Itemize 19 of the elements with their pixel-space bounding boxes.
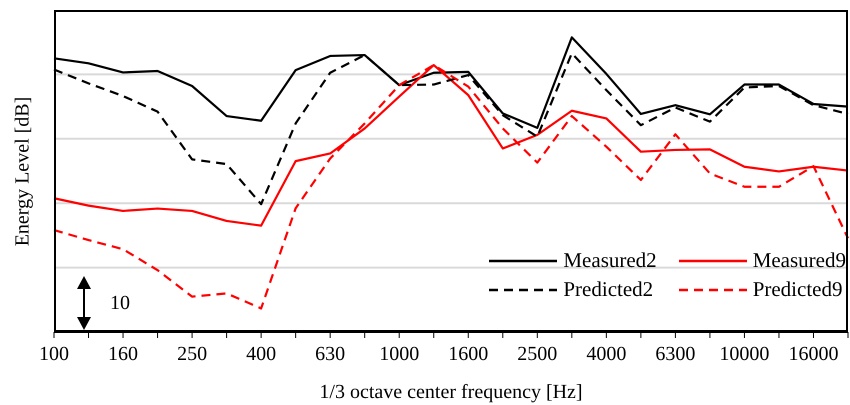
legend-label: Predicted2 [563, 277, 654, 302]
x-tick-label: 630 [315, 343, 346, 366]
x-tick-label: 400 [246, 343, 276, 366]
x-tick-label: 1000 [379, 343, 420, 366]
legend-label: Measured9 [752, 248, 846, 273]
x-axis-title: 1/3 octave center frequency [Hz] [319, 381, 583, 403]
annotation: 10 [110, 292, 130, 315]
x-tick-label: 4000 [586, 343, 626, 366]
x-tick-label: 10000 [719, 343, 770, 366]
y-axis-title: Energy Level [dB] [12, 96, 34, 246]
legend-label: Measured2 [563, 248, 657, 273]
x-tick-label: 250 [177, 343, 208, 366]
x-tick-label: 1600 [448, 343, 488, 366]
x-tick-label: 6300 [655, 343, 696, 366]
x-tick-label: 160 [108, 343, 138, 366]
x-tick-label: 100 [39, 343, 69, 366]
x-tick-label: 2500 [517, 343, 558, 366]
legend-label: Predicted9 [752, 277, 842, 302]
x-tick-label: 16000 [788, 343, 838, 366]
